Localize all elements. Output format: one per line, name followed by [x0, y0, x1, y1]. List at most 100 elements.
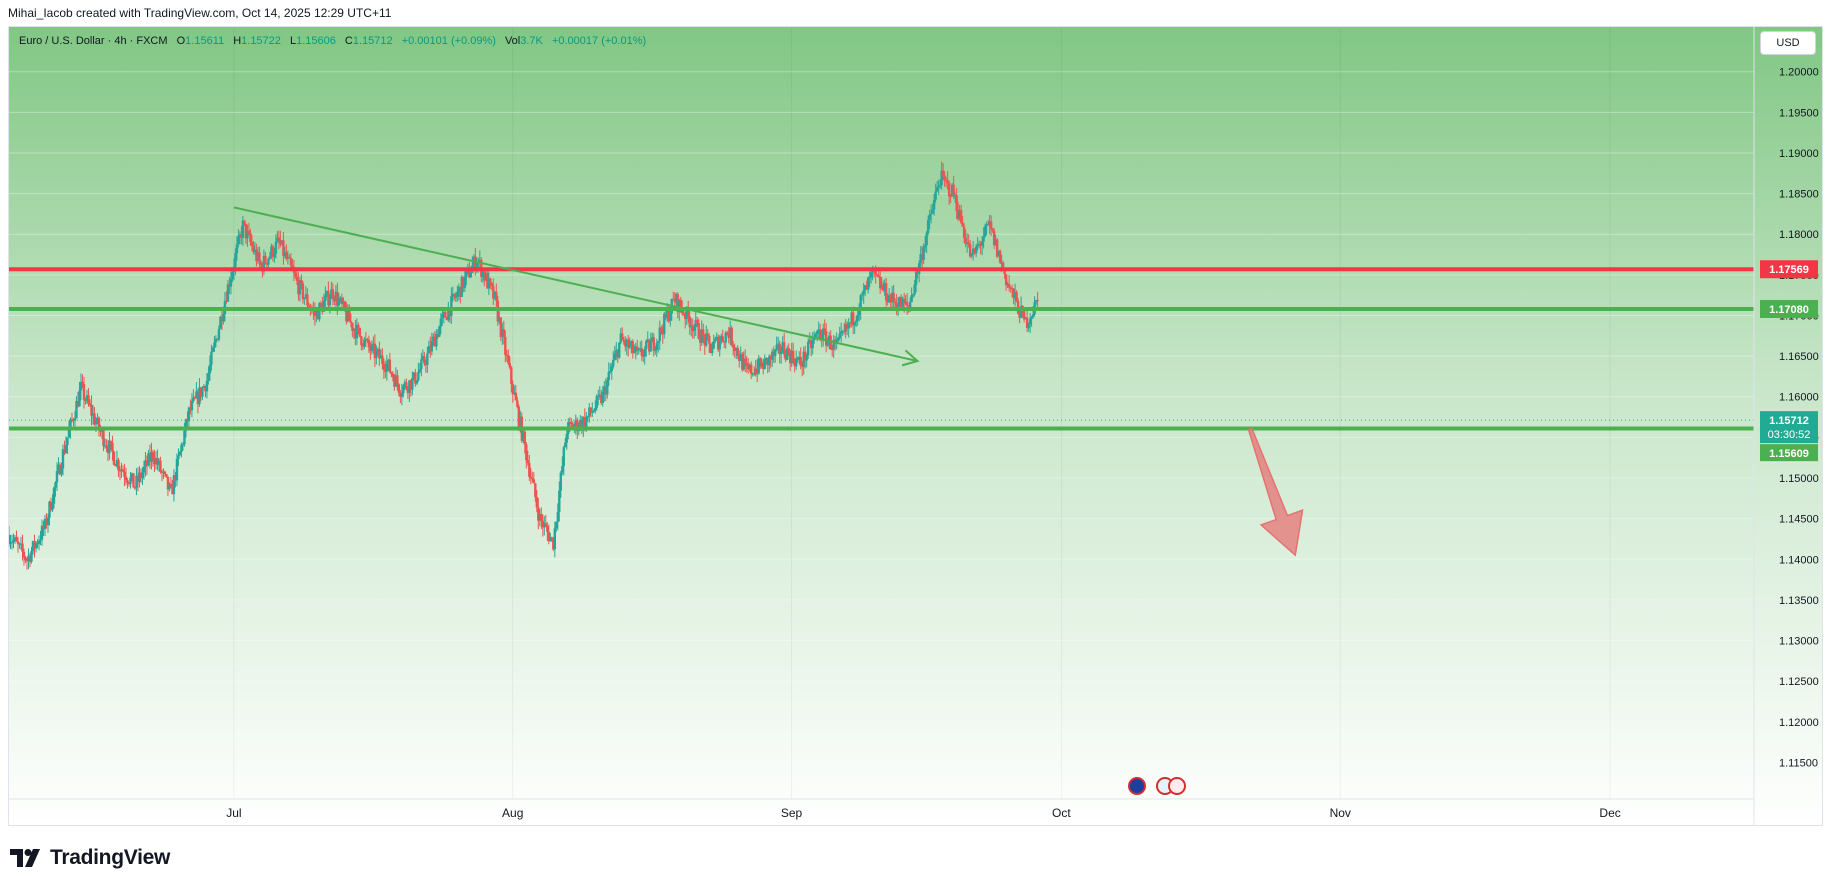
support-price-tag-2: 1.15609: [1769, 448, 1809, 460]
candle-body: [546, 526, 549, 532]
open-value: 1.15611: [185, 35, 225, 47]
candle-body: [330, 289, 333, 300]
candle-body: [553, 528, 556, 550]
currency-button[interactable]: USD: [1760, 31, 1816, 55]
candle-body: [552, 537, 555, 550]
candle-body: [947, 182, 951, 197]
candle-body: [349, 321, 353, 323]
candle-body: [604, 386, 607, 395]
candle-body: [898, 297, 901, 306]
candle-body: [919, 254, 922, 264]
candle-body: [723, 341, 726, 343]
economic-events[interactable]: [1128, 777, 1186, 795]
candle-body: [878, 277, 882, 289]
candle-body: [550, 537, 553, 539]
volume-label: Vol: [504, 35, 521, 47]
trend-line[interactable]: [233, 206, 918, 362]
candle-body: [277, 237, 281, 241]
candle-body: [334, 291, 338, 302]
candle-body: [881, 284, 885, 291]
candle-body: [283, 252, 287, 257]
candle-body: [457, 286, 461, 292]
candle-body: [100, 430, 104, 432]
chart-area[interactable]: 1.11500 1.12000 1.12500 1.13000 1.13500 1.140…: [8, 26, 1823, 826]
candle-body: [279, 240, 282, 245]
candle-body: [690, 325, 693, 328]
candle-body: [90, 404, 93, 416]
candle-body: [860, 294, 864, 296]
candle-body: [745, 362, 748, 367]
candle-body: [264, 255, 267, 264]
candle-body: [778, 343, 781, 355]
chart-credit: Mihai_Iacob created with TradingView.com…: [8, 6, 392, 20]
candle-body: [875, 274, 879, 276]
price-chart[interactable]: 1.11500 1.12000 1.12500 1.13000 1.13500 1.140…: [9, 27, 1823, 826]
candle-body: [363, 339, 366, 347]
candle-body: [205, 380, 209, 392]
candle-body: [30, 550, 33, 562]
candle-body: [780, 352, 783, 355]
candle-body: [202, 386, 206, 388]
candle-body: [541, 520, 545, 528]
candle-body: [815, 331, 819, 335]
candle-body: [169, 483, 173, 487]
candle-body: [838, 333, 841, 338]
candle-body: [1030, 317, 1033, 319]
candle-body: [135, 475, 138, 488]
forecast-down-arrow[interactable]: [1247, 427, 1304, 557]
candle-body: [229, 279, 233, 287]
candle-body: [219, 316, 222, 329]
candle-body: [399, 392, 402, 397]
current-price-tag-bg: [1760, 411, 1818, 444]
candle-body: [793, 360, 796, 367]
volume-change-value: +0.00017 (+0.01%): [551, 35, 647, 47]
candle-body: [841, 331, 844, 333]
candle-body: [564, 442, 567, 448]
candle-body: [18, 543, 21, 545]
candle-body: [126, 480, 129, 483]
candle-body: [348, 309, 351, 322]
candle-body: [46, 517, 50, 526]
candle-body: [937, 186, 940, 188]
candle-body: [172, 474, 176, 495]
candle-body: [141, 472, 144, 478]
candle-body: [391, 374, 395, 378]
y-tick-label: 1.16000: [1779, 392, 1819, 404]
candle-body: [481, 271, 485, 277]
candle-body: [931, 209, 934, 214]
candle-body: [465, 271, 468, 278]
candle-body: [962, 226, 966, 238]
candle-body: [592, 410, 595, 412]
eu-flag-icon[interactable]: [1128, 777, 1146, 795]
x-tick-label: Nov: [1330, 806, 1351, 820]
high-value: 1.15722: [241, 35, 281, 47]
candle-body: [64, 445, 68, 453]
candle-body: [687, 307, 690, 317]
candle-body: [759, 358, 762, 367]
candle-body: [705, 333, 708, 346]
tradingview-logo-text: TradingView: [50, 846, 171, 869]
candle-body: [742, 358, 745, 370]
candle-body: [10, 542, 14, 544]
candle-body: [988, 221, 991, 225]
candle-body: [594, 407, 597, 411]
candle-body: [729, 327, 732, 339]
candle-body: [711, 348, 714, 353]
volume-value: 3.7K: [520, 35, 543, 47]
us-flag-icon-2[interactable]: [1168, 777, 1186, 795]
candle-body: [1012, 288, 1015, 299]
candle-body: [376, 349, 380, 352]
candle-body: [622, 339, 625, 342]
candle-body: [853, 322, 856, 326]
candle-body: [322, 300, 326, 312]
candle-body: [547, 531, 550, 542]
candle-body: [893, 301, 897, 304]
candle-body: [193, 397, 197, 399]
candle-body: [199, 387, 203, 397]
candle-body: [354, 328, 357, 339]
y-tick-label: 1.19000: [1779, 148, 1819, 160]
candle-body: [297, 280, 300, 295]
candle-body: [450, 296, 453, 317]
candle-body: [366, 339, 369, 341]
candle-body: [854, 320, 858, 323]
